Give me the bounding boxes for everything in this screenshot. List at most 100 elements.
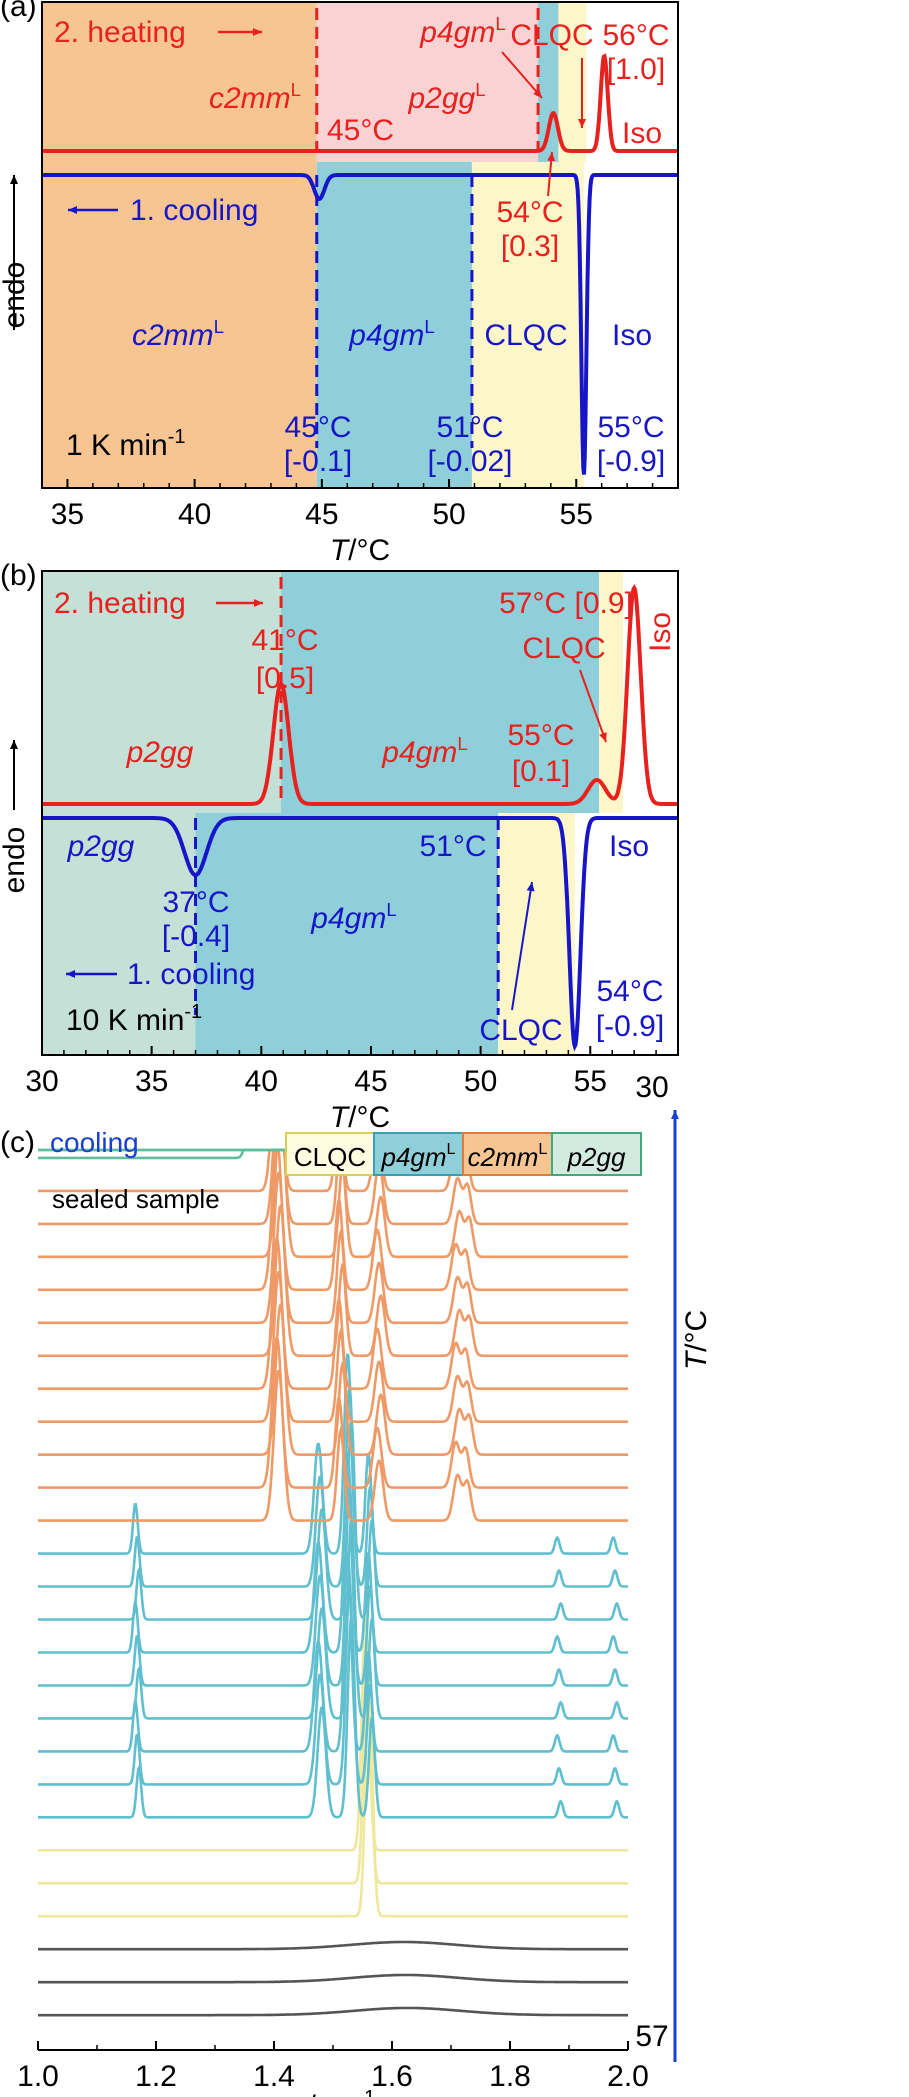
p4gm-pointer <box>501 51 543 99</box>
heating-label: 2. heating <box>54 587 186 620</box>
cooling-annotation-54-value: [-0.9] <box>596 1010 664 1043</box>
cooling-annotation-51: 51°C <box>419 830 486 863</box>
heating-phase-clqc: CLQC <box>522 632 605 665</box>
heating-phase-clqc-text: CLQC <box>522 632 605 665</box>
sample-label: sealed sample <box>52 1184 220 1214</box>
legend-label-c2mm-text: c2mm <box>468 1142 539 1172</box>
scattering-curve-c2mm <box>38 1368 628 1522</box>
heating-phase-p2gg-sup: L <box>475 79 485 100</box>
cooling-phase-clqc: CLQC <box>479 1014 562 1047</box>
rate-text: 10 K min <box>66 1004 184 1037</box>
temperature-top: 30 <box>635 1071 668 1104</box>
scattering-curve-c2mm <box>38 1148 628 1259</box>
heating-phase-p4gm-sup: L <box>457 733 467 754</box>
scattering-curve-c2mm <box>38 1238 628 1390</box>
clqc-cooling-pointer <box>511 881 535 1011</box>
legend-label-p4gm-text: p4gm <box>380 1142 446 1172</box>
heating-band-0 <box>42 571 282 813</box>
legend-label-clqc-text: CLQC <box>294 1142 366 1172</box>
heating-phase-p4gm-text: p4gm <box>381 736 457 769</box>
panel-label: (c) <box>0 1126 35 1159</box>
x-tick-label: 1.4 <box>253 2060 295 2093</box>
legend-label-p4gm-sup: L <box>447 1140 456 1158</box>
scattering-curve-Iso <box>38 2006 628 2017</box>
scattering-curve-p4gm <box>38 1384 628 1588</box>
heating-annotation-56-value: [1.0] <box>607 53 665 86</box>
panel-a: 35 40 45 50 55 T/°C endo (a) 2. heating 1. coolin… <box>0 0 679 567</box>
x-axis-unit: /nm <box>307 2090 357 2097</box>
x-tick-label: 2.0 <box>607 2060 649 2093</box>
heating-band-1 <box>281 571 600 813</box>
cooling-phase-iso: Iso <box>609 830 649 863</box>
temperature-bottom: 57 <box>635 2020 668 2053</box>
scattering-curve-CLQC <box>38 1640 628 1885</box>
x-tick-label: 1.8 <box>489 2060 531 2093</box>
cooling-phase-p4gm-text: p4gm <box>310 902 386 935</box>
cooling-label: 1. cooling <box>130 194 258 227</box>
panel-b: 30 35 40 45 50 55 T/°C endo (b) 2. heating 1. cool… <box>0 559 679 1134</box>
cooling-phase-iso-text: Iso <box>609 830 649 863</box>
cooling-curve <box>42 173 678 475</box>
heating-phase-c2mm-text: c2mm <box>209 82 291 115</box>
heating-label: 2. heating <box>54 16 186 49</box>
heating-annotation-57: 57°C [0.9] <box>499 587 633 620</box>
heating-annotation-55: 55°C <box>507 719 574 752</box>
cooling-label: 1. cooling <box>127 958 255 991</box>
scattering-curve-p4gm <box>38 1452 628 1654</box>
cooling-annotation-1: 51°C <box>436 411 503 444</box>
heating-phase-p4gm-text: p4gm <box>419 16 495 49</box>
cooling-annotation-0: 45°C <box>284 411 351 444</box>
heating-annotation-41-value: [0.5] <box>256 662 314 695</box>
scattering-curve-c2mm <box>38 1336 628 1489</box>
y-axis-var: T <box>680 1349 713 1370</box>
legend-box-p4gm <box>373 1132 464 1176</box>
rate-label: 1 K min-1 <box>66 426 186 462</box>
x-axis-label: q/nm-1 <box>291 2087 376 2097</box>
cooling-phase-clqc-text: CLQC <box>484 319 567 352</box>
x-tick-label: 50 <box>464 1065 497 1098</box>
cooling-phase-iso: Iso <box>612 319 652 352</box>
scattering-curve-CLQC <box>38 1610 628 1852</box>
heating-band-0 <box>42 2 317 162</box>
y-axis-label: T/°C <box>680 1310 713 1370</box>
scattering-curve-c2mm <box>38 1148 628 1292</box>
heating-phase-iso: Iso <box>622 117 662 150</box>
cooling-annotation-37-value: [-0.4] <box>162 920 230 953</box>
rate-exp: -1 <box>184 1001 202 1023</box>
heating-annotation-54-value: [0.3] <box>501 230 559 263</box>
cooling-phase-p4gm-sup: L <box>386 899 396 920</box>
x-tick-label: 55 <box>560 498 593 531</box>
panel-label: (b) <box>0 559 37 592</box>
x-tick-label: 35 <box>135 1065 168 1098</box>
scattering-curve-c2mm <box>38 1148 628 1226</box>
cooling-band-2 <box>471 162 584 488</box>
peak-54-pointer <box>547 151 556 197</box>
x-tick-label: 45 <box>354 1065 387 1098</box>
x-tick-label: 1.6 <box>371 2060 413 2093</box>
heating-phase-p4gm: p4gmL <box>381 733 467 769</box>
legend-box-p2gg <box>551 1132 642 1176</box>
heating-phase-c2mm: c2mmL <box>209 79 301 115</box>
cooling-annotation-value-0: [-0.1] <box>284 445 352 478</box>
scattering-curve-Iso <box>38 1940 628 1951</box>
heating-phase-p4gm-sup: L <box>495 13 505 34</box>
cooling-band-0 <box>42 813 196 1055</box>
heating-phase-p4gm: p4gmL <box>419 13 505 49</box>
y-axis-label: endo <box>0 827 31 894</box>
cooling-annotation-54: 54°C <box>596 975 663 1008</box>
x-tick-label: 45 <box>305 498 338 531</box>
heating-phase-p2gg-text: p2gg <box>126 736 194 769</box>
scattering-curve-p4gm <box>38 1419 628 1621</box>
legend-label-p2gg: p2gg <box>567 1142 626 1172</box>
rate-exp: -1 <box>168 426 186 448</box>
x-tick-label: 55 <box>574 1065 607 1098</box>
rate-text: 1 K min <box>66 429 168 462</box>
cooling-band-1 <box>316 162 472 488</box>
heating-annotation-41: 41°C <box>251 624 318 657</box>
scattering-curve-c2mm <box>38 1171 628 1325</box>
cooling-annotation-value-1: [-0.02] <box>427 445 512 478</box>
x-tick-label: 50 <box>432 498 465 531</box>
cooling-phase-p4gm: p4gmL <box>348 316 434 352</box>
scattering-curve-p4gm <box>38 1353 628 1555</box>
cooling-phase-c2mm-text: c2mm <box>132 319 214 352</box>
